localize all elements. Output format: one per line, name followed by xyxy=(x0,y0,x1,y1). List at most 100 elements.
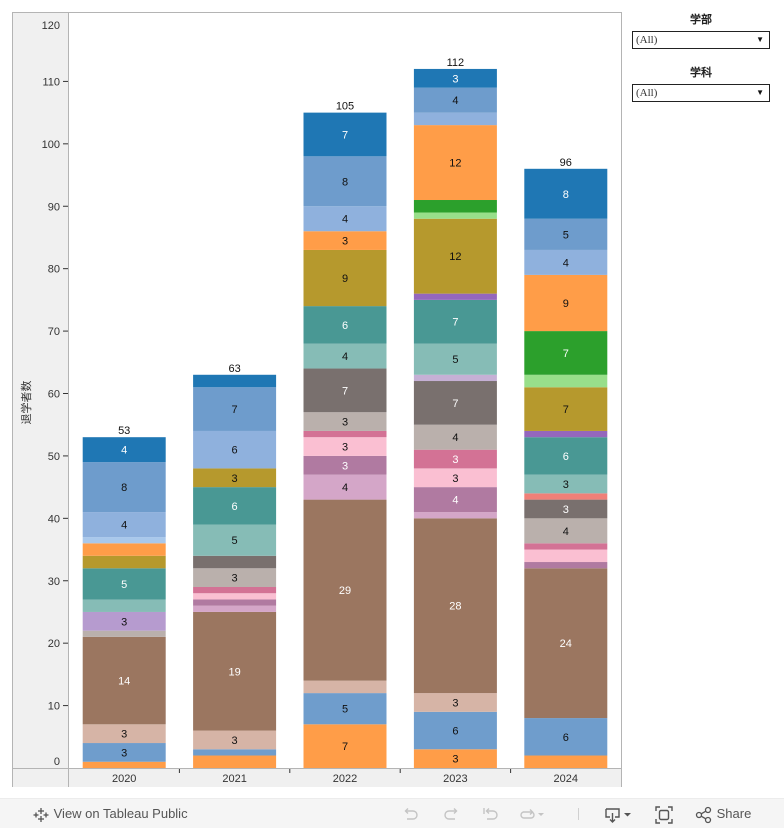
bar-segment[interactable] xyxy=(193,374,277,388)
bar-segment[interactable] xyxy=(524,493,608,500)
bar-segment[interactable] xyxy=(413,512,497,519)
bar-segment[interactable] xyxy=(303,455,387,475)
bar-segment[interactable] xyxy=(413,711,497,750)
download-button[interactable] xyxy=(604,799,634,828)
bar-segment[interactable] xyxy=(82,568,166,600)
bar-segment[interactable] xyxy=(524,430,608,438)
bar-segment[interactable] xyxy=(524,543,608,550)
bar-segment[interactable] xyxy=(82,437,166,463)
filter-faculty-dropdown[interactable]: (All) ▼ xyxy=(632,31,770,49)
bar-segment[interactable] xyxy=(413,749,497,768)
bar-segment[interactable] xyxy=(82,462,166,513)
bar-segment[interactable] xyxy=(193,586,277,594)
bar-segment[interactable] xyxy=(193,730,277,750)
undo-button[interactable] xyxy=(402,799,420,828)
bar-segment[interactable] xyxy=(413,125,497,201)
bar-2022[interactable]: 7 5 29 4 3 3 3 7 4 6 9 3 4 8 7 105 xyxy=(303,101,387,768)
bar-segment[interactable] xyxy=(193,568,277,587)
bar-segment[interactable] xyxy=(524,387,608,431)
bar-segment[interactable] xyxy=(193,749,277,756)
bar-segment[interactable] xyxy=(82,636,166,725)
bar-segment[interactable] xyxy=(193,487,277,525)
bar-segment[interactable] xyxy=(82,611,166,631)
bar-segment[interactable] xyxy=(82,555,166,569)
bar-segment[interactable] xyxy=(82,512,166,538)
bar-segment[interactable] xyxy=(303,343,387,369)
bar-segment[interactable] xyxy=(524,168,608,219)
bar-2020[interactable]: 3 3 14 3 5 4 8 4 53 xyxy=(82,425,166,768)
bar-segment[interactable] xyxy=(413,343,497,375)
bar-segment[interactable] xyxy=(303,368,387,413)
bar-segment[interactable] xyxy=(82,761,166,768)
bar-segment[interactable] xyxy=(303,693,387,725)
bar-segment[interactable] xyxy=(524,437,608,475)
bar-2024[interactable]: 6 24 4 3 3 6 7 7 9 4 5 8 96 xyxy=(524,157,608,768)
refresh-button[interactable] xyxy=(519,799,547,828)
bar-segment[interactable] xyxy=(524,562,608,569)
bar-segment[interactable] xyxy=(303,206,387,232)
bar-segment[interactable] xyxy=(82,537,166,544)
bar-segment[interactable] xyxy=(193,755,277,768)
bar-segment[interactable] xyxy=(524,474,608,494)
bar-segment[interactable] xyxy=(193,593,277,600)
bar-segment[interactable] xyxy=(524,331,608,375)
bar-segment[interactable] xyxy=(303,474,387,500)
bar-segment[interactable] xyxy=(413,68,497,88)
bar-segment[interactable] xyxy=(193,611,277,731)
fullscreen-button[interactable] xyxy=(655,799,673,828)
bar-segment[interactable] xyxy=(413,87,497,113)
bar-segment[interactable] xyxy=(413,218,497,294)
bar-segment[interactable] xyxy=(303,430,387,438)
bar-segment[interactable] xyxy=(524,249,608,275)
filter-department-dropdown[interactable]: (All) ▼ xyxy=(632,84,770,102)
bar-segment[interactable] xyxy=(193,387,277,431)
bar-segment[interactable] xyxy=(413,424,497,450)
bar-segment[interactable] xyxy=(193,599,277,606)
view-on-tableau-public-link[interactable]: View on Tableau Public xyxy=(32,799,188,828)
bar-segment[interactable] xyxy=(303,112,387,157)
revert-button[interactable] xyxy=(482,799,500,828)
bar-segment[interactable] xyxy=(524,549,608,563)
bar-segment[interactable] xyxy=(413,487,497,513)
bar-segment[interactable] xyxy=(303,249,387,307)
bar-segment[interactable] xyxy=(303,724,387,768)
bar-segment[interactable] xyxy=(524,499,608,519)
bar-segment[interactable] xyxy=(413,381,497,425)
bar-segment[interactable] xyxy=(524,755,608,768)
bar-segment[interactable] xyxy=(413,299,497,344)
bar-segment[interactable] xyxy=(524,568,608,719)
bar-segment[interactable] xyxy=(303,499,387,681)
bar-segment[interactable] xyxy=(193,555,277,569)
bar-segment[interactable] xyxy=(82,724,166,744)
bar-segment[interactable] xyxy=(524,518,608,544)
bar-segment[interactable] xyxy=(303,231,387,250)
bar-segment[interactable] xyxy=(413,449,497,469)
bar-segment[interactable] xyxy=(413,518,497,694)
bar-segment[interactable] xyxy=(524,274,608,332)
share-button[interactable]: Share xyxy=(695,799,751,828)
bar-segment[interactable] xyxy=(413,200,497,213)
bar-2023[interactable]: 3 6 3 28 4 3 3 4 7 5 7 12 12 4 3 112 xyxy=(413,57,497,768)
bar-segment[interactable] xyxy=(193,524,277,556)
bar-segment[interactable] xyxy=(524,218,608,250)
bar-segment[interactable] xyxy=(413,374,497,382)
bar-segment[interactable] xyxy=(413,693,497,712)
bar-segment[interactable] xyxy=(82,630,166,637)
redo-button[interactable] xyxy=(442,799,460,828)
bar-segment[interactable] xyxy=(303,680,387,694)
bar-segment[interactable] xyxy=(193,430,277,469)
bar-segment[interactable] xyxy=(303,306,387,344)
bar-segment[interactable] xyxy=(413,468,497,488)
bar-segment[interactable] xyxy=(82,599,166,612)
bar-segment[interactable] xyxy=(193,468,277,488)
bar-segment[interactable] xyxy=(303,412,387,431)
bar-segment[interactable] xyxy=(193,605,277,612)
bar-segment[interactable] xyxy=(413,293,497,300)
bar-segment[interactable] xyxy=(82,743,166,762)
bar-segment[interactable] xyxy=(524,374,608,388)
bar-segment[interactable] xyxy=(413,112,497,126)
bar-segment[interactable] xyxy=(82,543,166,556)
bar-segment[interactable] xyxy=(413,212,497,219)
bar-segment[interactable] xyxy=(303,437,387,456)
